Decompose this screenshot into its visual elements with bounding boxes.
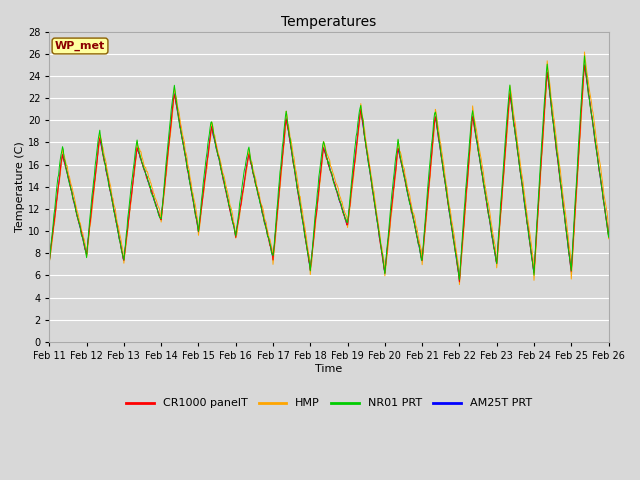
HMP [409,210,417,216]
Line: HMP: HMP [49,52,640,285]
Title: Temperatures: Temperatures [282,15,376,29]
CR1000 panelT [456,279,463,285]
NR01 PRT [580,53,588,59]
Line: CR1000 panelT: CR1000 panelT [49,65,640,282]
AM25T PRT [255,192,262,197]
AM25T PRT [442,188,450,194]
NR01 PRT [255,192,262,198]
Y-axis label: Temperature (C): Temperature (C) [15,142,25,232]
CR1000 panelT [45,258,53,264]
NR01 PRT [456,277,463,283]
CR1000 panelT [277,170,285,176]
HMP [225,194,232,200]
HMP [277,177,285,183]
CR1000 panelT [255,193,262,199]
NR01 PRT [225,202,232,208]
CR1000 panelT [442,188,450,194]
Line: AM25T PRT: AM25T PRT [49,65,640,281]
Line: NR01 PRT: NR01 PRT [49,56,640,280]
Legend: CR1000 panelT, HMP, NR01 PRT, AM25T PRT: CR1000 panelT, HMP, NR01 PRT, AM25T PRT [122,394,536,413]
CR1000 panelT [580,62,588,68]
AM25T PRT [115,235,123,241]
HMP [456,282,463,288]
HMP [442,181,450,187]
AM25T PRT [580,62,588,68]
NR01 PRT [277,163,285,169]
CR1000 panelT [115,235,123,241]
AM25T PRT [45,258,53,264]
HMP [580,49,588,55]
CR1000 panelT [225,202,232,208]
AM25T PRT [409,214,417,220]
AM25T PRT [456,278,463,284]
CR1000 panelT [409,213,417,219]
AM25T PRT [225,201,232,207]
X-axis label: Time: Time [316,364,342,374]
NR01 PRT [115,236,123,242]
NR01 PRT [45,260,53,266]
NR01 PRT [409,212,417,218]
HMP [255,190,262,195]
Text: WP_met: WP_met [55,41,105,51]
AM25T PRT [277,172,285,178]
HMP [45,259,53,265]
NR01 PRT [442,187,450,192]
HMP [115,229,123,235]
